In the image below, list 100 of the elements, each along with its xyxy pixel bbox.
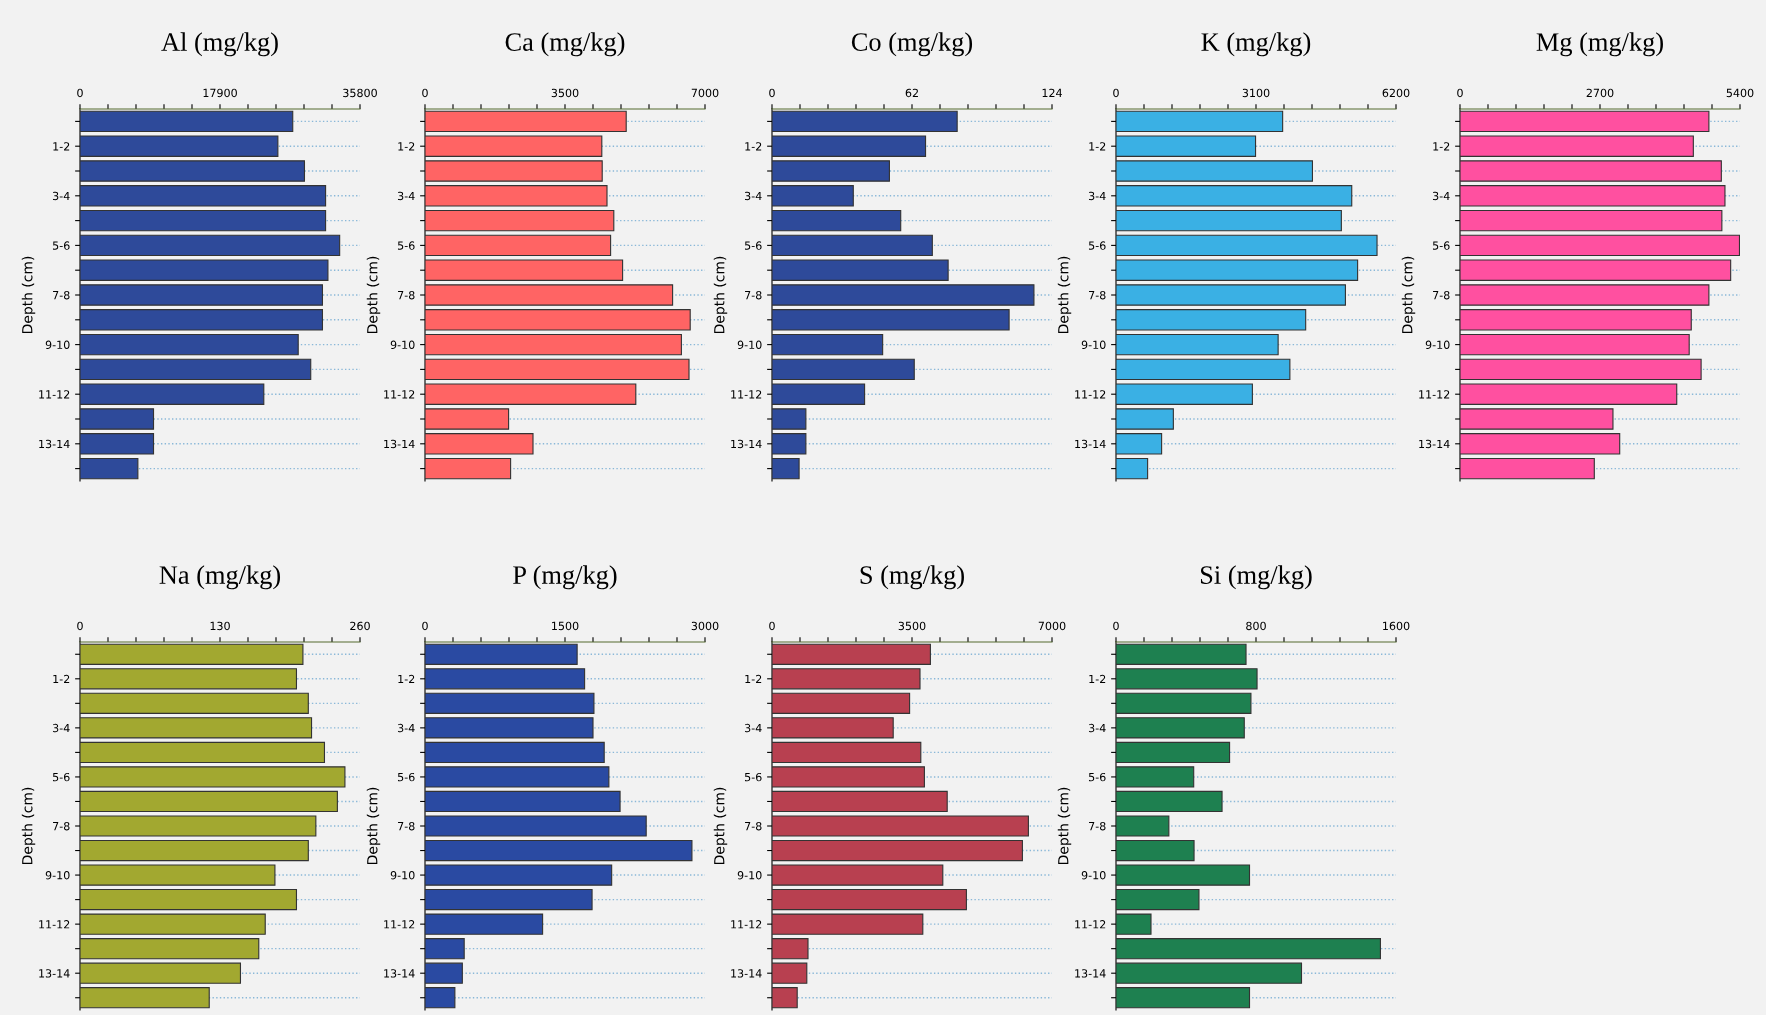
bar (1116, 839, 1195, 862)
bar (425, 457, 512, 480)
y-tick-label: 5-6 (397, 772, 415, 782)
y-tick-label: 13-14 (384, 439, 415, 449)
bar (1460, 358, 1702, 381)
bar (425, 987, 456, 1009)
bar (425, 962, 463, 984)
bar (425, 209, 615, 232)
y-tick-label: 1-2 (745, 142, 762, 151)
y-tick-label: 13-14 (731, 439, 762, 449)
x-tick-label: 7000 (691, 88, 719, 98)
bar (1460, 135, 1694, 157)
chart-title: Co (mg/kg) (851, 32, 973, 57)
bar (772, 913, 924, 935)
y-axis-title: Depth (cm) (713, 256, 728, 333)
y-tick-label: 9-10 (1425, 340, 1450, 349)
y-tick-label: 7-8 (53, 821, 70, 831)
bar (80, 790, 338, 813)
bar (772, 815, 1029, 837)
bar (425, 284, 674, 306)
x-tick-label: 17900 (203, 88, 237, 98)
bar (772, 987, 798, 1009)
chart-title: P (mg/kg) (513, 565, 617, 590)
bar (1460, 333, 1690, 356)
bar (425, 643, 578, 665)
bar (1460, 160, 1722, 182)
y-tick-label: 3-4 (397, 191, 415, 201)
x-tick-label: 1600 (1383, 621, 1410, 631)
bar (425, 815, 647, 837)
y-axis-title: Depth (cm) (21, 256, 36, 333)
bar (80, 185, 327, 207)
bar (1460, 284, 1710, 306)
x-tick-label: 3100 (1242, 88, 1270, 98)
bar (425, 234, 612, 257)
chart-title: K (mg/kg) (1201, 32, 1311, 57)
y-tick-label: 1-2 (53, 674, 70, 684)
x-tick-label: 0 (1113, 88, 1119, 98)
y-tick-label: 13-14 (384, 969, 415, 978)
bar (80, 110, 294, 133)
bar (1116, 962, 1303, 984)
bar (772, 717, 894, 739)
bar (772, 839, 1023, 862)
bar (772, 864, 944, 886)
bar (425, 185, 608, 207)
y-tick-label: 11-12 (1075, 390, 1106, 399)
bar (425, 309, 691, 331)
bar (425, 259, 624, 281)
x-tick-label: 2700 (1586, 88, 1614, 98)
y-tick-label: 1-2 (1089, 674, 1106, 684)
bar (80, 766, 346, 788)
y-tick-label: 7-8 (745, 290, 762, 300)
x-tick-label: 5400 (1726, 88, 1754, 98)
bar (772, 284, 1035, 306)
bar (1116, 234, 1378, 257)
bar (1116, 815, 1170, 837)
y-tick-label: 3-4 (52, 723, 70, 733)
bar (1116, 938, 1381, 960)
bar (772, 433, 807, 455)
y-tick-label: 7-8 (1089, 290, 1106, 300)
y-tick-label: 9-10 (390, 871, 415, 880)
y-tick-label: 11-12 (1075, 920, 1106, 929)
bar (772, 668, 921, 690)
bar (1460, 408, 1614, 430)
bar (80, 160, 306, 182)
y-tick-label: 5-6 (52, 241, 70, 250)
y-tick-label: 1-2 (398, 142, 415, 151)
bar (80, 457, 139, 480)
y-tick-label: 13-14 (1075, 439, 1106, 449)
chart-title: Si (mg/kg) (1200, 565, 1312, 590)
bar (772, 209, 902, 232)
bar (425, 766, 610, 788)
y-tick-label: 13-14 (731, 969, 762, 978)
y-tick-label: 9-10 (1081, 871, 1106, 880)
bar (772, 160, 890, 182)
y-tick-label: 3-4 (1432, 191, 1450, 201)
bar (1460, 433, 1621, 455)
y-tick-label: 5-6 (397, 241, 415, 250)
bar (1460, 259, 1732, 281)
y-tick-label: 7-8 (53, 290, 70, 300)
y-tick-label: 13-14 (39, 439, 70, 449)
x-tick-label: 0 (422, 621, 428, 631)
bar (772, 457, 800, 480)
bar (425, 839, 693, 862)
x-tick-label: 3500 (551, 88, 579, 98)
x-tick-label: 0 (769, 621, 775, 631)
y-tick-label: 9-10 (45, 871, 70, 880)
bar (1460, 383, 1678, 405)
bar (1116, 864, 1251, 886)
bar (80, 815, 317, 837)
bar (772, 692, 911, 714)
y-tick-label: 11-12 (384, 390, 415, 399)
y-tick-label: 5-6 (1432, 241, 1450, 250)
bar (772, 358, 915, 381)
x-tick-label: 260 (350, 621, 370, 631)
bar (1116, 160, 1314, 182)
bar (1460, 234, 1740, 257)
x-tick-label: 0 (77, 621, 83, 631)
bar (772, 643, 931, 665)
bar (425, 913, 544, 935)
bar (425, 160, 603, 182)
